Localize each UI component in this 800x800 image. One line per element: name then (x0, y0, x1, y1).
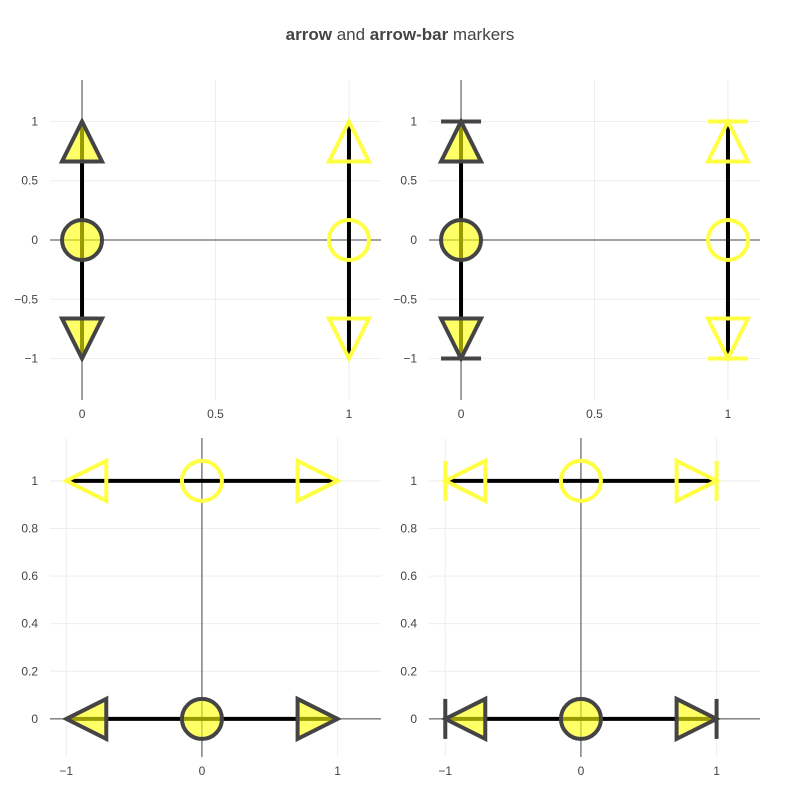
y-tick-label: −0.5 (393, 292, 417, 306)
marker-arrow-right-triangle (295, 457, 343, 505)
marker-arrow-bar-right (674, 457, 722, 505)
marker-arrow-bar-up-triangle (437, 117, 485, 164)
marker-circle (326, 218, 371, 262)
y-tick-label: −1 (403, 352, 417, 366)
marker-arrow-right (295, 695, 343, 743)
marker-circle (558, 458, 603, 503)
y-tick-label: 0 (31, 712, 38, 726)
marker-arrow-left (61, 695, 109, 743)
x-tick-label: 0 (578, 764, 585, 778)
y-tick-label: 0.5 (400, 174, 417, 188)
marker-circle (558, 696, 603, 741)
marker-arrow-bar-right-triangle (674, 695, 722, 743)
x-tick-label: 1 (334, 764, 341, 778)
marker-arrow-up (58, 117, 106, 164)
marker-arrow-bar-right-triangle (674, 457, 722, 505)
marker-arrow-bar-left-triangle (440, 695, 488, 743)
x-tick-label: 1 (346, 407, 353, 421)
marker-arrow-up-triangle (325, 117, 373, 164)
marker-circle (179, 458, 224, 503)
marker-arrow-right (295, 457, 343, 505)
marker-arrow-left-triangle (61, 695, 109, 743)
y-tick-label: 1 (410, 474, 417, 488)
marker-arrow-left (61, 457, 109, 505)
panel-arrow-bar-vertical: 0 0.5 1 −1 −0.5 0 0.5 1 (393, 80, 760, 421)
marker-arrow-bar-right (674, 695, 722, 743)
marker-arrow-bar-down-triangle (704, 316, 752, 363)
chart-title-part: markers (448, 25, 514, 44)
x-tick-label: 0 (458, 407, 465, 421)
marker-arrow-bar-left-triangle (440, 457, 488, 505)
marker-arrow-up-triangle (58, 117, 106, 164)
y-tick-label: 0.6 (21, 569, 38, 583)
marker-arrow-bar-left (440, 695, 488, 743)
y-tick-label: 1 (31, 474, 38, 488)
y-tick-label: 0 (31, 233, 38, 247)
marker-arrow-down (325, 316, 373, 363)
x-tick-label: 0 (199, 764, 206, 778)
chart-title-part: and (332, 25, 370, 44)
y-tick-label: 0.5 (21, 174, 38, 188)
y-tick-label: 0 (410, 712, 417, 726)
marker-circle (60, 218, 105, 262)
marker-arrow-bar-up (437, 117, 485, 164)
y-tick-label: 0 (410, 233, 417, 247)
marker-arrow-bar-up (704, 117, 752, 164)
chart-title: arrow and arrow-bar markers (286, 25, 515, 44)
y-tick-label: 1 (410, 114, 417, 128)
marker-arrow-bar-down-triangle (437, 316, 485, 363)
marker-arrow-right-triangle (295, 695, 343, 743)
y-tick-label: 0.8 (400, 521, 417, 535)
x-tick-label: 1 (725, 407, 732, 421)
panel-arrow-horizontal: −1 0 1 0 0.2 0.4 0.6 0.8 1 (21, 438, 381, 778)
y-tick-label: −1 (24, 352, 38, 366)
y-tick-label: 0.8 (21, 521, 38, 535)
chart-title-part: arrow-bar (370, 25, 449, 44)
y-tick-label: 0.4 (400, 617, 417, 631)
marker-circle (179, 696, 224, 741)
panel-arrow-bar-horizontal: −1 0 1 0 0.2 0.4 0.6 0.8 1 (400, 438, 760, 778)
marker-arrow-down-triangle (325, 316, 373, 363)
y-tick-label: 0.6 (400, 569, 417, 583)
y-tick-label: −0.5 (14, 292, 38, 306)
marker-arrow-down-triangle (58, 316, 106, 363)
x-tick-label: 0.5 (586, 407, 603, 421)
y-tick-label: 0.2 (400, 664, 417, 678)
marker-arrow-left-triangle (61, 457, 109, 505)
x-tick-label: 0.5 (207, 407, 224, 421)
marker-circle (439, 218, 484, 262)
marker-arrow-bar-up-triangle (704, 117, 752, 164)
x-tick-label: 0 (79, 407, 86, 421)
y-tick-label: 0.4 (21, 617, 38, 631)
panel-arrow-vertical: 0 0.5 1 −1 −0.5 0 0.5 1 (14, 80, 381, 421)
marker-arrow-bar-left (440, 457, 488, 505)
chart-title-part: arrow (286, 25, 333, 44)
marker-arrow-bar-down (704, 316, 752, 363)
marker-circle (705, 218, 750, 262)
x-tick-label: −1 (59, 764, 73, 778)
x-tick-label: −1 (438, 764, 452, 778)
y-tick-label: 1 (31, 114, 38, 128)
marker-arrow-down (58, 316, 106, 363)
marker-arrow-up (325, 117, 373, 164)
x-tick-label: 1 (713, 764, 720, 778)
y-tick-label: 0.2 (21, 664, 38, 678)
marker-arrow-bar-down (437, 316, 485, 363)
